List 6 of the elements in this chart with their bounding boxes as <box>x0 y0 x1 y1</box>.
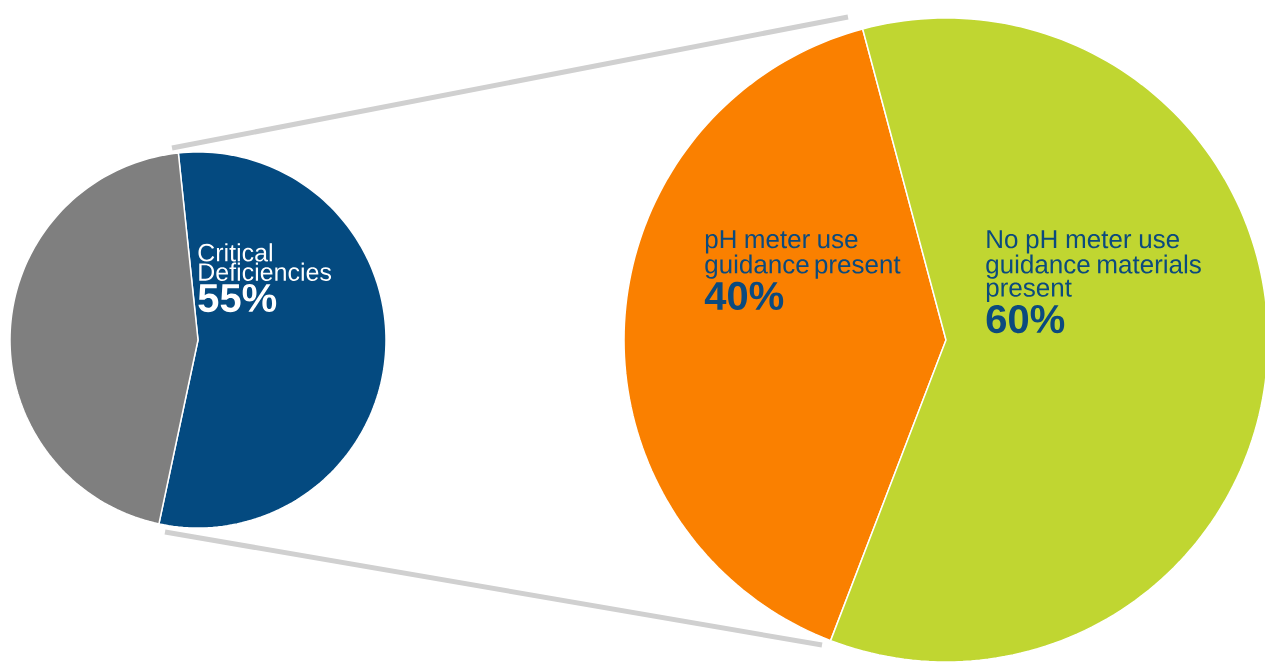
data-label: 55% <box>198 283 277 313</box>
data-label: 40% <box>704 281 784 311</box>
slice-label: No pH meter use guidance materials present <box>986 230 1201 302</box>
slice-label: Critical Deficiencies <box>198 243 332 281</box>
slice-label: pH meter use guidance present <box>705 230 901 279</box>
data-label: 60% <box>986 304 1065 334</box>
